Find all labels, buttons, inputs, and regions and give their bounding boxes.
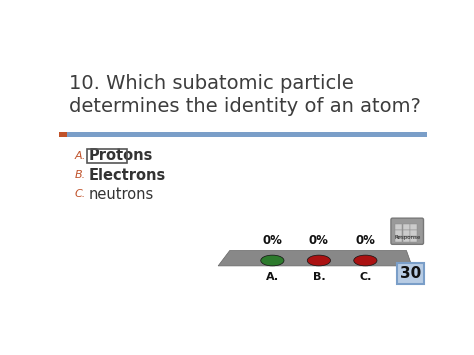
Text: C.: C. bbox=[359, 272, 372, 283]
Bar bbox=[395, 237, 402, 242]
Text: Response: Response bbox=[394, 235, 420, 240]
FancyBboxPatch shape bbox=[391, 218, 423, 244]
Bar bbox=[59, 43, 427, 137]
Text: determines the identity of an atom?: determines the identity of an atom? bbox=[69, 97, 420, 116]
Bar bbox=[59, 132, 67, 137]
Bar bbox=[410, 230, 417, 236]
Bar bbox=[395, 224, 402, 230]
Text: B.: B. bbox=[75, 170, 86, 180]
Bar bbox=[402, 230, 410, 236]
Bar bbox=[410, 224, 417, 230]
Ellipse shape bbox=[261, 255, 284, 266]
Ellipse shape bbox=[354, 255, 377, 266]
Text: 0%: 0% bbox=[356, 234, 375, 247]
Bar bbox=[410, 237, 417, 242]
Bar bbox=[402, 224, 410, 230]
Bar bbox=[67, 132, 427, 137]
Bar bbox=[59, 137, 427, 316]
Text: 30: 30 bbox=[400, 266, 421, 281]
Text: 0%: 0% bbox=[309, 234, 329, 247]
FancyBboxPatch shape bbox=[397, 263, 423, 284]
Text: C.: C. bbox=[75, 189, 86, 199]
Text: B.: B. bbox=[312, 272, 325, 283]
Text: 0%: 0% bbox=[263, 234, 283, 247]
Text: Protons: Protons bbox=[89, 148, 153, 163]
Text: Electrons: Electrons bbox=[89, 168, 166, 182]
Polygon shape bbox=[218, 251, 412, 266]
Text: neutrons: neutrons bbox=[89, 187, 154, 202]
Text: 10. Which subatomic particle: 10. Which subatomic particle bbox=[69, 73, 353, 93]
Ellipse shape bbox=[307, 255, 330, 266]
Bar bbox=[402, 237, 410, 242]
Text: A.: A. bbox=[266, 272, 279, 283]
Text: A.: A. bbox=[75, 151, 86, 161]
Bar bbox=[395, 230, 402, 236]
